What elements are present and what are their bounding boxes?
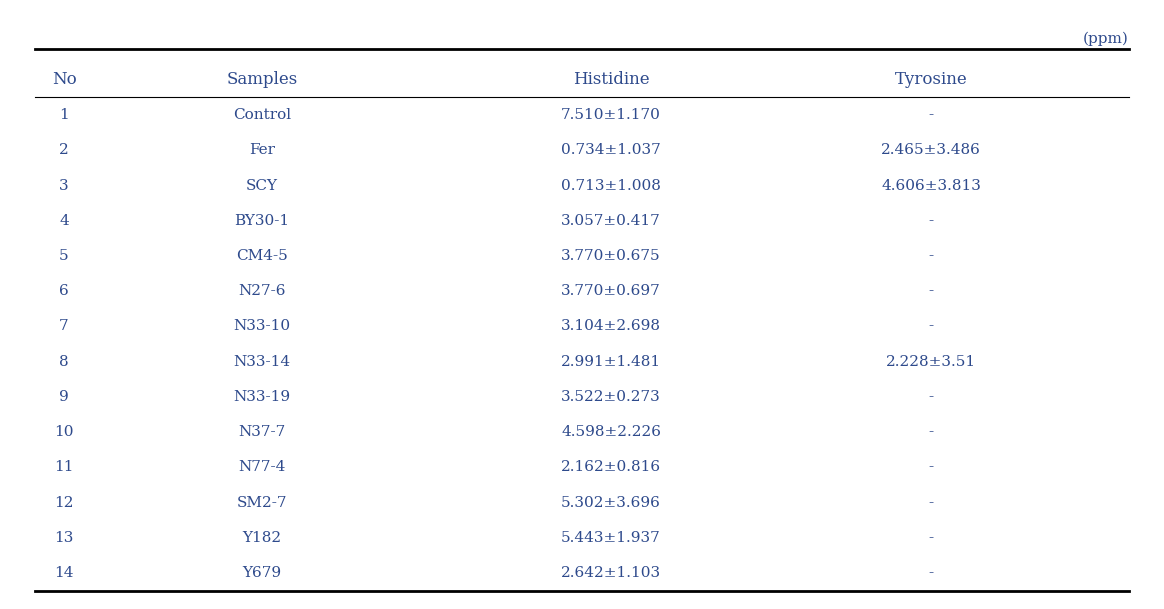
Text: 2: 2: [59, 143, 69, 157]
Text: 11: 11: [55, 460, 73, 474]
Text: 3: 3: [59, 178, 69, 192]
Text: N37-7: N37-7: [239, 425, 285, 439]
Text: CM4-5: CM4-5: [236, 249, 288, 263]
Text: 5: 5: [59, 249, 69, 263]
Text: -: -: [929, 566, 934, 580]
Text: 2.228±3.51: 2.228±3.51: [886, 354, 977, 368]
Text: Histidine: Histidine: [573, 71, 650, 88]
Text: 2.642±1.103: 2.642±1.103: [561, 566, 661, 580]
Text: -: -: [929, 425, 934, 439]
Text: 0.713±1.008: 0.713±1.008: [561, 178, 661, 192]
Text: (ppm): (ppm): [1084, 31, 1129, 46]
Text: 4: 4: [59, 214, 69, 228]
Text: -: -: [929, 214, 934, 228]
Text: 2.991±1.481: 2.991±1.481: [561, 354, 661, 368]
Text: 3.770±0.697: 3.770±0.697: [561, 284, 661, 298]
Text: 5.302±3.696: 5.302±3.696: [561, 496, 661, 510]
Text: N33-10: N33-10: [233, 320, 291, 334]
Text: Y679: Y679: [242, 566, 282, 580]
Text: 3.770±0.675: 3.770±0.675: [561, 249, 661, 263]
Text: 8: 8: [59, 354, 69, 368]
Text: 3.104±2.698: 3.104±2.698: [561, 320, 661, 334]
Text: 6: 6: [59, 284, 69, 298]
Text: -: -: [929, 390, 934, 404]
Text: 12: 12: [55, 496, 73, 510]
Text: 5.443±1.937: 5.443±1.937: [561, 531, 661, 545]
Text: -: -: [929, 249, 934, 263]
Text: Control: Control: [233, 108, 291, 122]
Text: SM2-7: SM2-7: [236, 496, 288, 510]
Text: -: -: [929, 320, 934, 334]
Text: 0.734±1.037: 0.734±1.037: [561, 143, 661, 157]
Text: 3.057±0.417: 3.057±0.417: [561, 214, 661, 228]
Text: 4.598±2.226: 4.598±2.226: [561, 425, 661, 439]
Text: 13: 13: [55, 531, 73, 545]
Text: 9: 9: [59, 390, 69, 404]
Text: N77-4: N77-4: [239, 460, 285, 474]
Text: Y182: Y182: [242, 531, 282, 545]
Text: SCY: SCY: [246, 178, 278, 192]
Text: -: -: [929, 496, 934, 510]
Text: No: No: [51, 71, 77, 88]
Text: Samples: Samples: [226, 71, 298, 88]
Text: 14: 14: [55, 566, 73, 580]
Text: 10: 10: [55, 425, 73, 439]
Text: -: -: [929, 108, 934, 122]
Text: 3.522±0.273: 3.522±0.273: [561, 390, 661, 404]
Text: N27-6: N27-6: [239, 284, 285, 298]
Text: 7: 7: [59, 320, 69, 334]
Text: -: -: [929, 531, 934, 545]
Text: 7.510±1.170: 7.510±1.170: [561, 108, 661, 122]
Text: 4.606±3.813: 4.606±3.813: [881, 178, 981, 192]
Text: -: -: [929, 460, 934, 474]
Text: 1: 1: [59, 108, 69, 122]
Text: Tyrosine: Tyrosine: [895, 71, 967, 88]
Text: BY30-1: BY30-1: [234, 214, 290, 228]
Text: 2.162±0.816: 2.162±0.816: [561, 460, 661, 474]
Text: 2.465±3.486: 2.465±3.486: [881, 143, 981, 157]
Text: Fer: Fer: [249, 143, 275, 157]
Text: -: -: [929, 284, 934, 298]
Text: N33-14: N33-14: [233, 354, 291, 368]
Text: N33-19: N33-19: [233, 390, 291, 404]
